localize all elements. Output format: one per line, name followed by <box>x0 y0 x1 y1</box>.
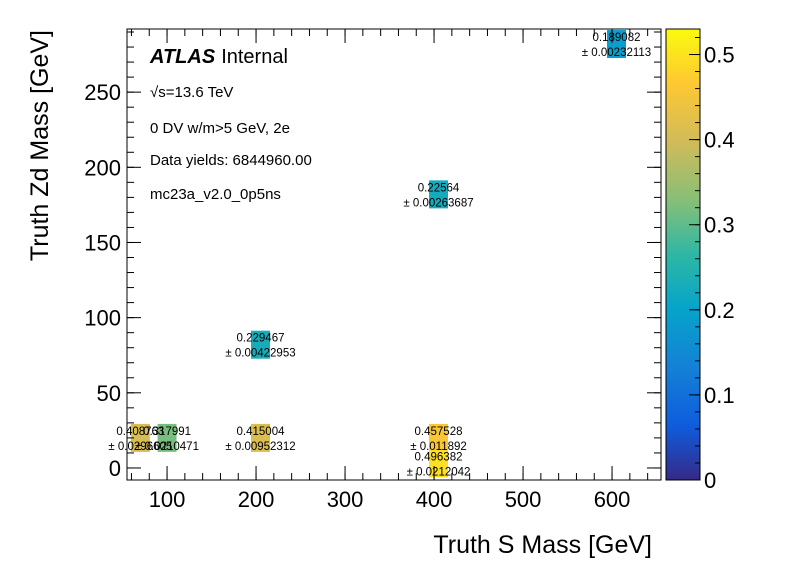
cell-value-label: 0.415004 <box>237 426 286 438</box>
y-tick-label: 100 <box>84 306 121 331</box>
heatmap-cell-labels: 0.408763 ± 0.0296605 0.317991 ± 0.0210471 0.… <box>108 32 651 478</box>
cell-error-label: ± 0.0296605 <box>108 441 172 453</box>
x-tick-label: 400 <box>416 487 453 512</box>
heatmap-cells <box>130 30 626 478</box>
colorbar-ticks: 0 0.1 0.2 0.3 0.4 0.5 <box>689 37 735 493</box>
cell-value-label: 0.22564 <box>418 182 460 194</box>
x-tick-label: 300 <box>327 487 364 512</box>
cell-value-label: 0.408763 <box>116 426 164 438</box>
cell-value-label: 0.317991 <box>143 426 191 438</box>
y-tick-label: 50 <box>97 381 121 406</box>
x-tick-label: 200 <box>238 487 275 512</box>
colorbar-tick-label: 0.5 <box>704 43 735 68</box>
cell-value-label: 0.189082 <box>593 32 641 44</box>
colorbar-tick-label: 0 <box>704 468 716 493</box>
y-tick-label: 150 <box>84 230 121 255</box>
heatmap-cell <box>429 423 448 452</box>
atlas-label-status: Internal <box>221 46 288 68</box>
yields-label: Data yields: 6844960.00 <box>150 152 312 169</box>
heatmap-cell <box>429 180 448 209</box>
selection-label: 0 DV w/m>5 GeV, 2e <box>150 120 290 137</box>
atlas-label: ATLAS Internal <box>149 46 288 68</box>
cell-value-label: 0.229467 <box>237 333 285 345</box>
cell-value-label: 0.496382 <box>415 451 463 463</box>
x-axis-title: Truth S Mass [GeV] <box>433 531 652 559</box>
cell-error-label: ± 0.00952312 <box>225 441 295 453</box>
cell-error-label: ± 0.00232113 <box>582 47 651 59</box>
cell-error-label: ± 0.00422953 <box>225 348 295 360</box>
colorbar-tick-label: 0.2 <box>704 298 735 323</box>
y-tick-label: 250 <box>84 80 121 105</box>
heatmap-cell <box>157 423 177 452</box>
colorbar: 0 0.1 0.2 0.3 0.4 0.5 <box>665 28 735 493</box>
cell-error-label: ± 0.011892 <box>410 441 467 453</box>
x-tick-label: 500 <box>505 487 542 512</box>
colorbar-tick-label: 0.4 <box>704 128 735 153</box>
heatmap-cell <box>251 330 270 359</box>
heatmap-cell <box>251 423 270 452</box>
colorbar-tick-label: 0.3 <box>704 213 735 238</box>
plot-frame <box>126 28 662 481</box>
sample-label: mc23a_v2.0_0p5ns <box>150 186 281 203</box>
atlas-label-experiment: ATLAS <box>149 46 216 68</box>
x-tick-label: 600 <box>594 487 631 512</box>
heatmap-cell <box>130 423 150 452</box>
colorbar-gradient <box>665 28 701 481</box>
axes: 100 200 300 400 500 600 0 50 100 150 200 250 <box>84 29 661 512</box>
cell-error-label: ± 0.0210471 <box>135 441 199 453</box>
y-tick-label: 200 <box>84 155 121 180</box>
cell-value-label: 0.457528 <box>415 426 463 438</box>
x-tick-label: 100 <box>149 487 186 512</box>
y-axis-title: Truth Zd Mass [GeV] <box>26 30 54 261</box>
cell-error-label: ± 0.00263687 <box>403 197 473 209</box>
cell-error-label: ± 0.0212042 <box>407 466 471 478</box>
colorbar-tick-label: 0.1 <box>704 383 735 408</box>
y-tick-label: 0 <box>109 456 121 481</box>
energy-label: √s=13.6 TeV <box>150 84 233 101</box>
